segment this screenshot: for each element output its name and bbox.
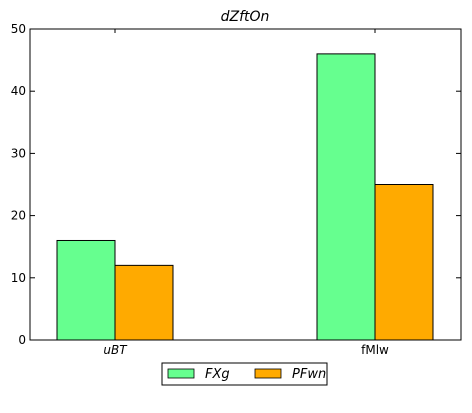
x-tick-label: fMlw bbox=[361, 343, 389, 357]
y-tick-label: 20 bbox=[11, 209, 26, 223]
bars-group bbox=[56, 53, 434, 341]
legend-swatch-pfwn bbox=[254, 368, 282, 379]
y-tick-label: 30 bbox=[11, 146, 26, 160]
y-tick-label: 40 bbox=[11, 84, 26, 98]
y-axis: 0 10 20 30 40 50 bbox=[11, 22, 461, 347]
x-axis: uBT fMlw bbox=[103, 29, 389, 357]
bar-fxg-fmlw bbox=[316, 53, 376, 341]
chart-title: dZftOn bbox=[221, 9, 270, 25]
legend-box bbox=[161, 362, 328, 386]
legend-swatch-fxg bbox=[167, 368, 195, 379]
x-tick-label: uBT bbox=[103, 343, 128, 357]
legend-label-pfwn: PFwn bbox=[292, 367, 326, 382]
legend: FXg PFwn bbox=[161, 362, 328, 386]
bar-fxg-ubt bbox=[56, 239, 116, 341]
y-tick-label: 10 bbox=[11, 271, 26, 285]
bar-pfwn-ubt bbox=[114, 264, 174, 341]
bar-pfwn-fmlw bbox=[374, 184, 434, 341]
y-tick-label: 0 bbox=[18, 333, 26, 347]
y-tick-label: 50 bbox=[11, 22, 26, 36]
legend-label-fxg: FXg bbox=[205, 367, 230, 382]
